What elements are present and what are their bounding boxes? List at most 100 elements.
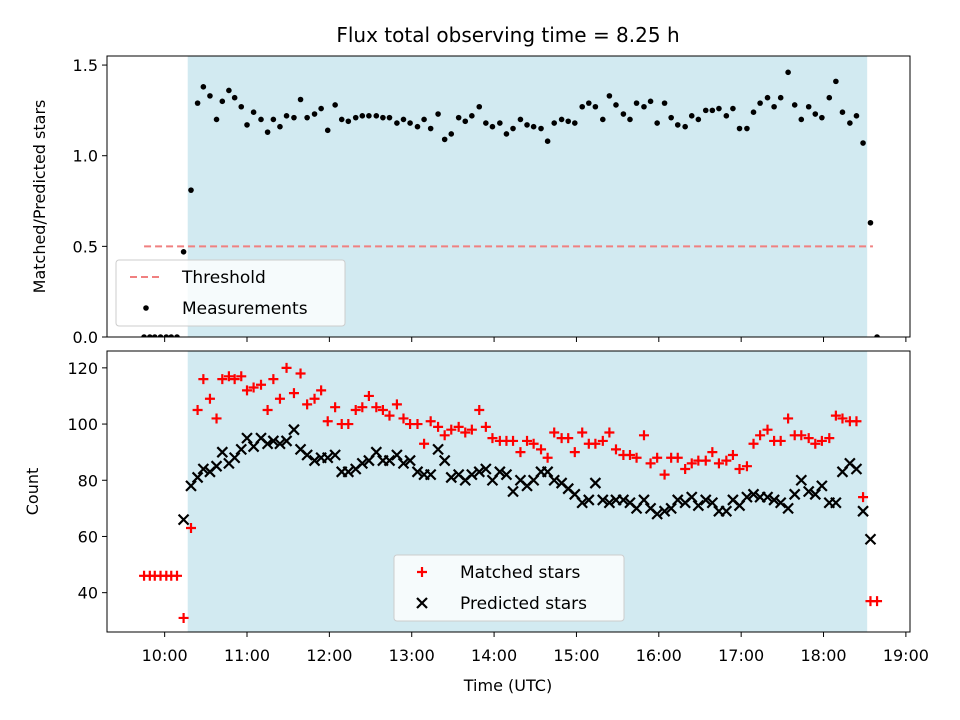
data-point xyxy=(850,463,863,475)
data-point xyxy=(661,100,668,106)
data-point xyxy=(741,491,753,503)
data-point xyxy=(569,447,580,458)
data-point xyxy=(680,464,691,475)
data-point xyxy=(469,113,475,119)
data-point xyxy=(571,120,578,126)
data-point xyxy=(316,385,327,396)
data-point xyxy=(219,98,226,105)
data-point xyxy=(685,491,698,503)
data-point xyxy=(198,374,209,385)
data-point xyxy=(398,413,409,424)
data-point xyxy=(281,362,292,373)
data-point xyxy=(238,103,245,110)
data-point xyxy=(620,111,627,117)
data-point xyxy=(824,433,835,444)
data-point xyxy=(857,505,869,517)
data-point xyxy=(425,416,436,427)
data-point xyxy=(672,452,683,463)
data-point xyxy=(734,464,745,475)
data-point xyxy=(544,138,551,145)
data-point xyxy=(338,116,345,123)
data-point xyxy=(774,496,787,509)
x-tick-label: 13:00 xyxy=(389,646,435,665)
data-point xyxy=(438,454,451,467)
y-tick-label: 0.5 xyxy=(73,237,98,256)
data-point xyxy=(185,480,197,492)
data-point xyxy=(638,494,650,506)
data-point xyxy=(652,452,663,463)
data-point xyxy=(551,120,558,126)
data-point xyxy=(283,113,290,119)
data-point xyxy=(702,107,709,114)
data-point xyxy=(730,105,736,112)
data-point xyxy=(304,114,310,121)
legend-label: Threshold xyxy=(181,268,266,288)
data-point xyxy=(597,435,608,446)
data-point xyxy=(301,449,313,461)
data-point xyxy=(270,116,277,123)
data-point xyxy=(424,468,437,481)
data-point xyxy=(762,424,773,435)
data-point xyxy=(350,405,361,416)
data-point xyxy=(716,105,722,112)
data-point xyxy=(297,96,304,103)
data-point xyxy=(604,427,615,438)
data-point xyxy=(277,123,283,130)
data-point xyxy=(163,334,170,337)
x-tick-label: 19:00 xyxy=(883,646,929,665)
data-point xyxy=(658,505,671,517)
data-point xyxy=(723,113,730,119)
data-point xyxy=(386,114,393,121)
data-point xyxy=(188,187,194,193)
data-point xyxy=(668,114,674,121)
y-tick-label: 1.0 xyxy=(73,147,98,166)
data-point xyxy=(565,118,572,125)
data-point xyxy=(647,98,654,105)
data-point xyxy=(867,219,874,226)
y-tick-label: 1.5 xyxy=(73,56,98,75)
data-point xyxy=(659,469,670,480)
data-point xyxy=(508,435,519,446)
data-point xyxy=(802,485,815,498)
data-point xyxy=(577,427,588,438)
data-point xyxy=(830,496,842,509)
data-point xyxy=(229,374,240,385)
data-point xyxy=(707,447,718,458)
data-point xyxy=(288,388,299,399)
data-point xyxy=(688,113,695,119)
data-point xyxy=(244,122,250,128)
data-markers xyxy=(139,362,883,623)
data-point xyxy=(631,452,642,463)
data-point xyxy=(563,433,574,444)
legend: Threshold Measurements xyxy=(115,259,346,327)
data-point xyxy=(460,427,471,438)
data-point xyxy=(500,468,513,481)
data-point xyxy=(851,416,862,427)
data-point xyxy=(356,457,369,470)
data-point xyxy=(441,136,448,143)
data-point xyxy=(329,449,341,461)
data-point xyxy=(211,413,222,424)
data-point xyxy=(226,87,232,94)
data-point xyxy=(665,502,677,515)
legend-label: Matched stars xyxy=(460,563,580,583)
data-point xyxy=(633,100,640,106)
x-tick-label: 14:00 xyxy=(471,646,517,665)
data-point xyxy=(641,103,647,110)
data-point xyxy=(332,102,338,108)
legend-marker-key xyxy=(143,305,149,311)
data-point xyxy=(837,413,848,424)
data-point xyxy=(874,334,880,337)
data-point xyxy=(606,93,613,99)
data-point xyxy=(174,334,180,337)
data-point xyxy=(805,103,812,110)
data-point xyxy=(819,114,825,121)
data-point xyxy=(589,477,602,489)
data-point xyxy=(541,466,554,478)
data-point xyxy=(419,438,430,449)
data-point xyxy=(466,424,477,435)
data-point xyxy=(318,105,324,112)
data-point xyxy=(503,131,510,137)
data-point xyxy=(761,491,774,503)
